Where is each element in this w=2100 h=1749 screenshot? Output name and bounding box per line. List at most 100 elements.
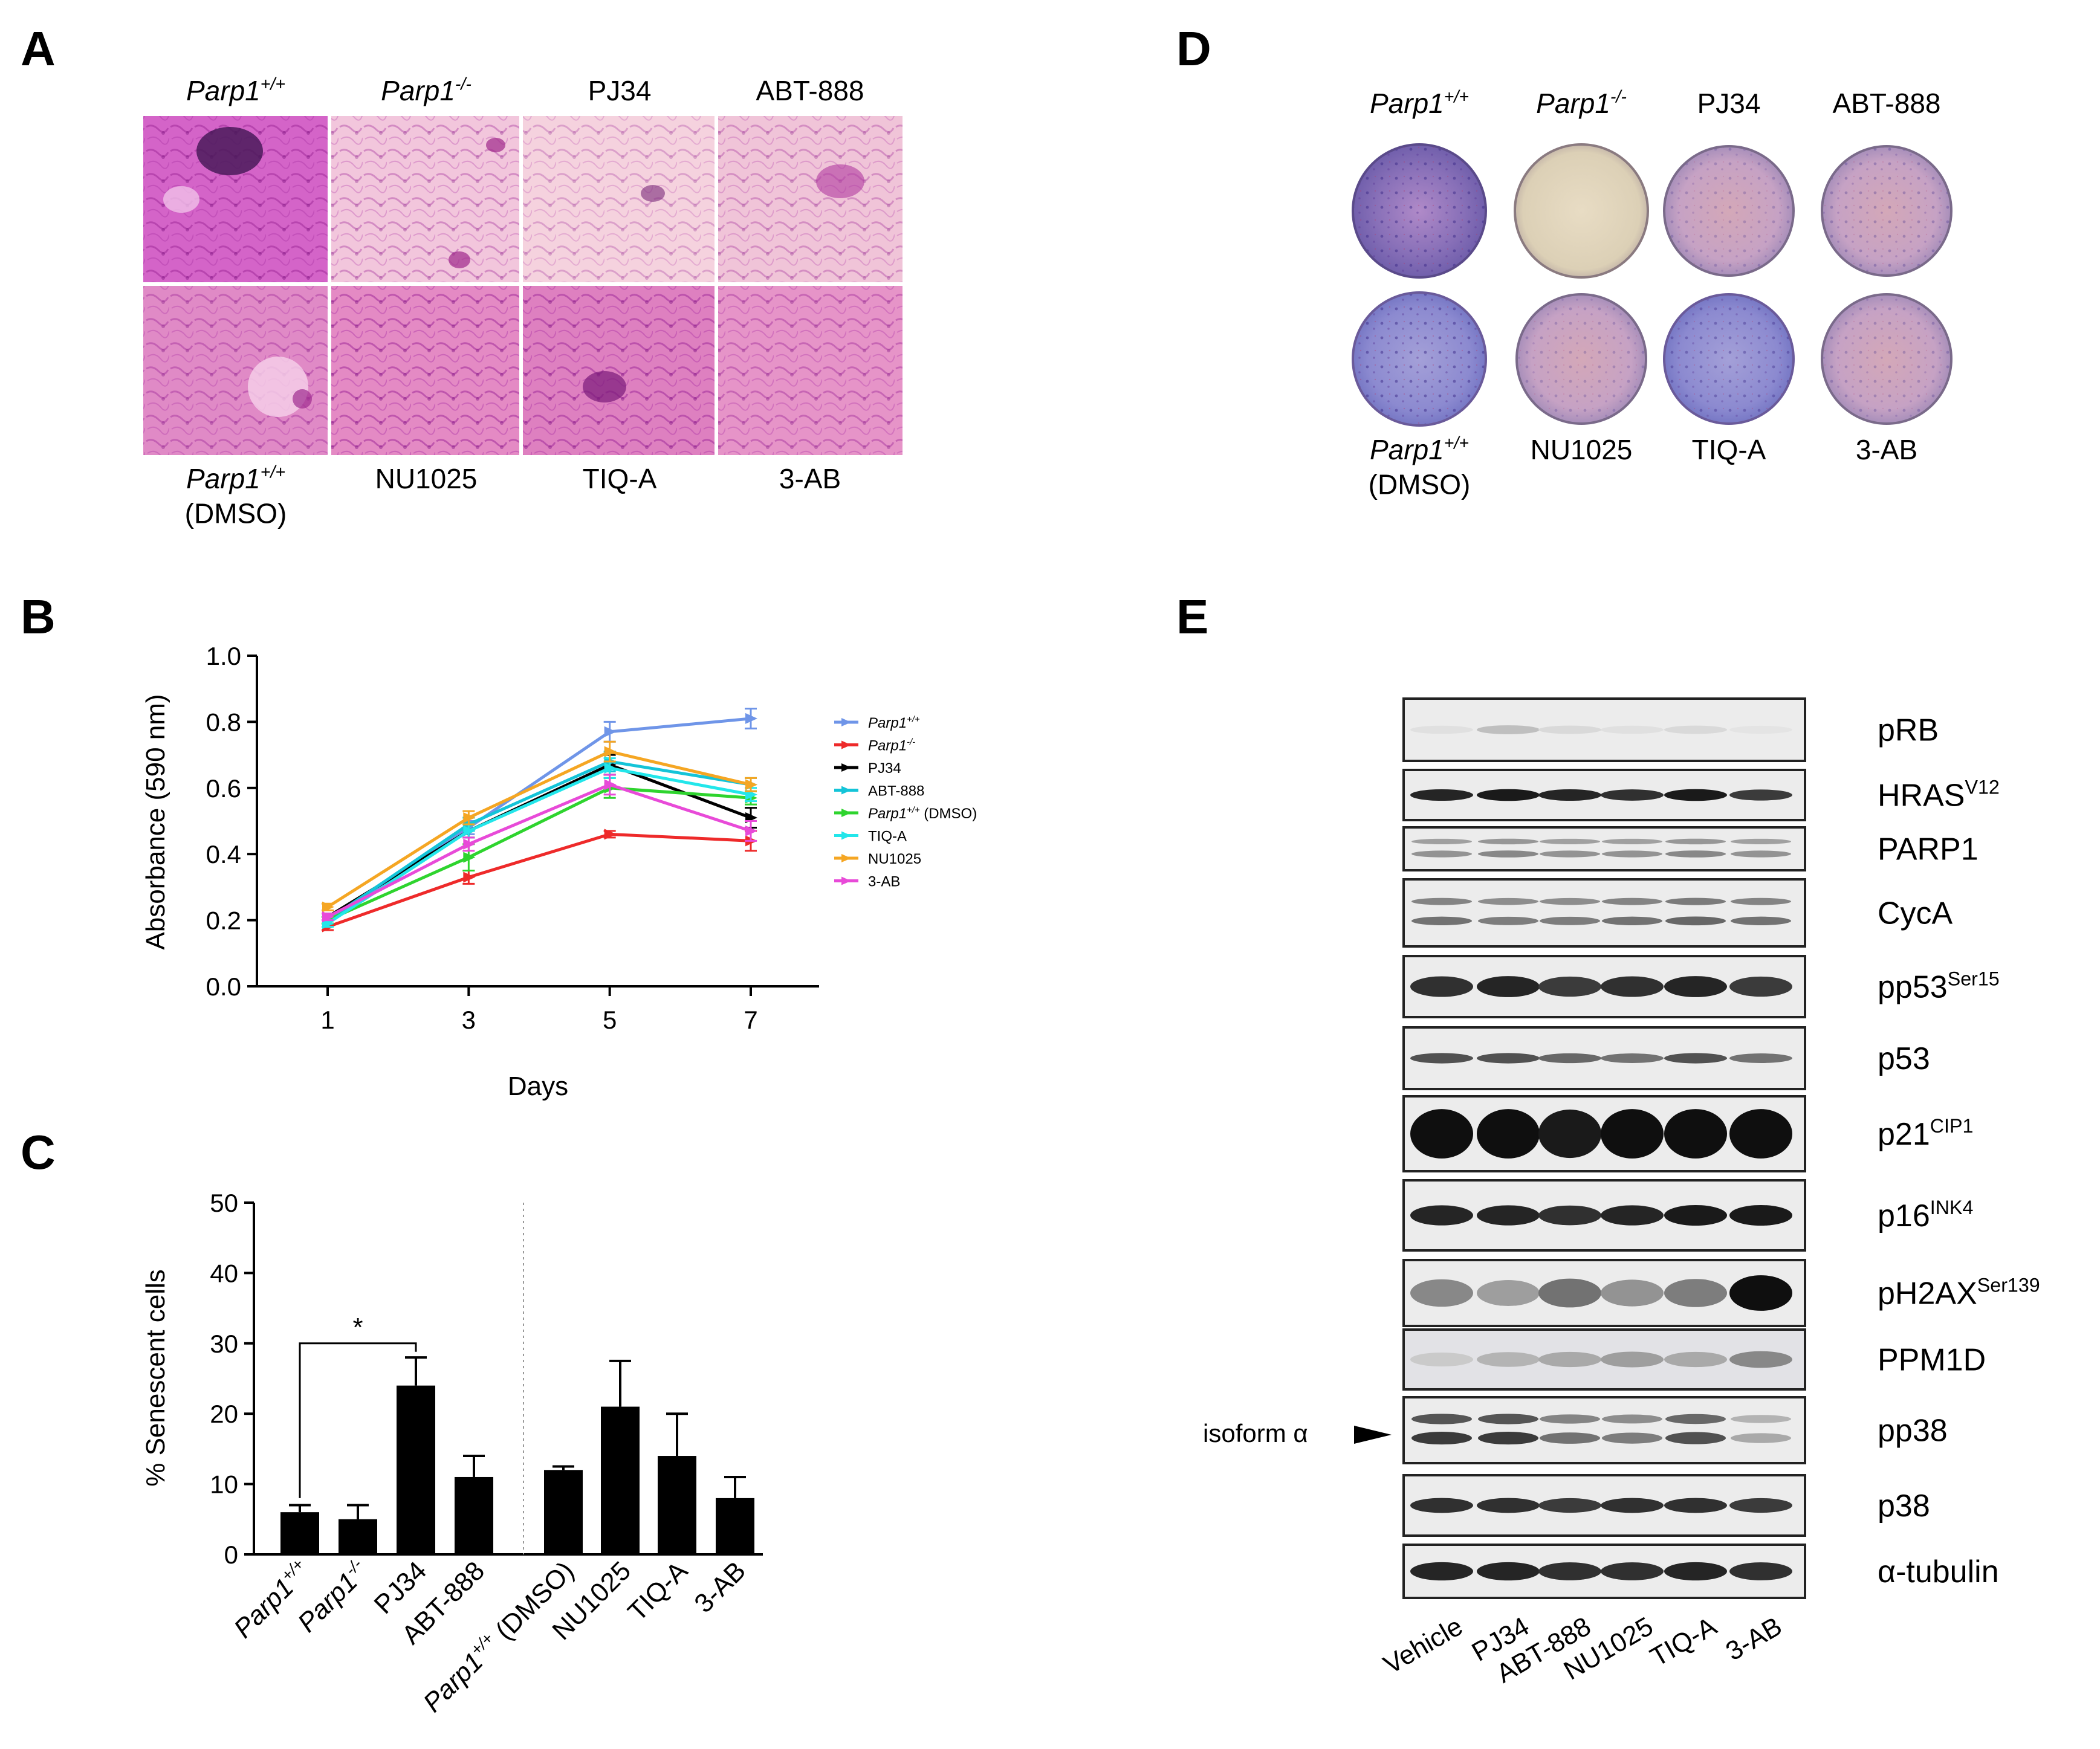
band bbox=[1602, 850, 1662, 858]
blot-label-pp53ser15: pp53Ser15 bbox=[1878, 968, 2000, 1005]
band bbox=[1538, 1562, 1601, 1580]
band bbox=[1729, 1498, 1792, 1513]
band bbox=[1664, 1351, 1727, 1368]
legend-entry: PJ34 bbox=[834, 760, 901, 777]
band bbox=[1477, 725, 1540, 734]
band bbox=[1665, 897, 1726, 905]
panel-d-top-label-pj34: PJ34 bbox=[1697, 88, 1761, 119]
panel-d-bottom-label-parp1: Parp1+/+ bbox=[1370, 434, 1469, 465]
panel-d-bottom-label-tiq-a-main: TIQ-A bbox=[1692, 434, 1766, 465]
panel-a-top-label-pj34: PJ34 bbox=[588, 75, 652, 106]
blot-label-hrasv12: HRASV12 bbox=[1878, 777, 2000, 813]
blot-label-p21cip1-sup: CIP1 bbox=[1930, 1115, 1974, 1137]
panel-d-top-label-parp1-main: Parp1 bbox=[1370, 88, 1444, 119]
band bbox=[1601, 789, 1664, 801]
blot-row-ppm1d: PPM1D bbox=[1402, 1328, 1986, 1391]
lane-label-3-ab: 3-AB bbox=[1721, 1611, 1787, 1666]
band bbox=[1410, 725, 1473, 734]
data-point bbox=[604, 762, 617, 774]
band bbox=[1538, 1205, 1601, 1226]
legend-marker bbox=[841, 718, 851, 726]
legend-label: Parp1+/+ (DMSO) bbox=[868, 806, 977, 822]
significance-bracket: * bbox=[299, 1313, 417, 1498]
band bbox=[1729, 1053, 1792, 1063]
data-point bbox=[745, 825, 757, 836]
panel-letter-e: E bbox=[1176, 590, 1208, 644]
panel-a-top-label-abt-888-main: ABT-888 bbox=[756, 75, 864, 106]
panel-d-bottom-label-second-line: (DMSO) bbox=[1369, 469, 1471, 500]
band bbox=[1664, 725, 1727, 734]
band bbox=[1410, 1053, 1473, 1064]
blot-label-pp53ser15-sup: Ser15 bbox=[1948, 968, 2000, 990]
blot-label-p16ink4-sup: INK4 bbox=[1930, 1197, 1974, 1218]
legend-entry: ABT-888 bbox=[834, 783, 924, 800]
blot-label-prb: pRB bbox=[1878, 713, 1939, 748]
bar-rect bbox=[280, 1512, 319, 1554]
panel-d-top-label-abt-888-main: ABT-888 bbox=[1833, 88, 1941, 119]
band bbox=[1731, 1433, 1791, 1443]
band bbox=[1602, 1432, 1662, 1444]
panel-a: Parp1+/+ Parp1-/- PJ34 ABT-888 Parp1+/+(DMS… bbox=[143, 75, 903, 529]
series-line bbox=[326, 760, 751, 922]
western-blot: pRB HRASV12 PARP1 CycA pp53Ser15 p53 p21CIP1 p1… bbox=[1203, 697, 2040, 1689]
band bbox=[1538, 1498, 1601, 1513]
band bbox=[1665, 1432, 1726, 1444]
category-label: TIQ-A bbox=[622, 1556, 693, 1627]
line-chart-y-axis-label: Absorbance (590 nm) bbox=[141, 694, 170, 949]
band bbox=[1540, 850, 1600, 858]
band bbox=[1601, 1279, 1664, 1307]
blot-label-cyca: CycA bbox=[1878, 896, 1953, 931]
legend-label: 3-AB bbox=[868, 874, 900, 890]
data-point bbox=[604, 746, 617, 757]
bar-3-ab bbox=[716, 1475, 754, 1554]
band bbox=[1540, 897, 1600, 905]
blot-label-ph2axser139-main: pH2AX bbox=[1878, 1276, 1977, 1311]
bar-chart-bars: * bbox=[280, 1313, 754, 1554]
band bbox=[1538, 725, 1601, 734]
data-point bbox=[463, 825, 476, 836]
band bbox=[1601, 1053, 1664, 1063]
band bbox=[1410, 1109, 1473, 1159]
band bbox=[1410, 976, 1473, 997]
legend-label: NU1025 bbox=[868, 851, 921, 867]
x-tick-label: 5 bbox=[603, 1006, 617, 1034]
band bbox=[1478, 897, 1538, 905]
band bbox=[1477, 1205, 1540, 1226]
band bbox=[1664, 1498, 1727, 1513]
legend-marker bbox=[841, 740, 851, 749]
band bbox=[1602, 838, 1662, 845]
panel-d-bottom-label-parp1-sup: +/+ bbox=[1444, 434, 1469, 453]
band bbox=[1664, 1053, 1727, 1064]
bar-rect bbox=[339, 1519, 377, 1554]
legend-label-sup: +/+ bbox=[907, 715, 920, 725]
x-tick-label: 3 bbox=[462, 1006, 476, 1034]
legend-marker bbox=[841, 786, 851, 795]
panel-d-bottom-label-tiq-a: TIQ-A bbox=[1692, 434, 1766, 465]
band bbox=[1602, 897, 1662, 905]
band bbox=[1410, 1205, 1473, 1226]
lane-label-tiq-a: TIQ-A bbox=[1645, 1611, 1722, 1672]
legend-marker bbox=[841, 876, 851, 885]
bar-tiq-a bbox=[658, 1412, 696, 1554]
band bbox=[1477, 1109, 1540, 1159]
lane-label-vehicle: Vehicle bbox=[1379, 1611, 1468, 1679]
legend-entry: Parp1-/- bbox=[834, 737, 915, 754]
band bbox=[1477, 976, 1540, 997]
blot-label-prb-main: pRB bbox=[1878, 713, 1939, 748]
blot-strip bbox=[1402, 826, 1806, 871]
panel-d-bottom-labels: Parp1+/+ (DMSO) NU1025 TIQ-A 3-AB bbox=[1369, 434, 1917, 500]
band bbox=[1538, 976, 1601, 997]
panel-d-top-label-parp1: Parp1+/+ bbox=[1370, 88, 1469, 119]
bar-rect bbox=[716, 1498, 754, 1554]
blot-row-hrasv12: HRASV12 bbox=[1402, 769, 2000, 821]
isoform-annotation: isoform α bbox=[1203, 1419, 1392, 1447]
band bbox=[1478, 1432, 1538, 1445]
panel-letter-b: B bbox=[21, 590, 56, 644]
y-tick-label: 0.0 bbox=[206, 972, 241, 1001]
series-line bbox=[326, 749, 751, 908]
legend-label-main: TIQ-A bbox=[868, 829, 907, 845]
panel-d-bottom-label-parp1-main: Parp1 bbox=[1370, 434, 1444, 465]
blot-label-tubulin-main: α-tubulin bbox=[1878, 1554, 1999, 1589]
data-point bbox=[463, 812, 476, 824]
band bbox=[1601, 1109, 1664, 1159]
